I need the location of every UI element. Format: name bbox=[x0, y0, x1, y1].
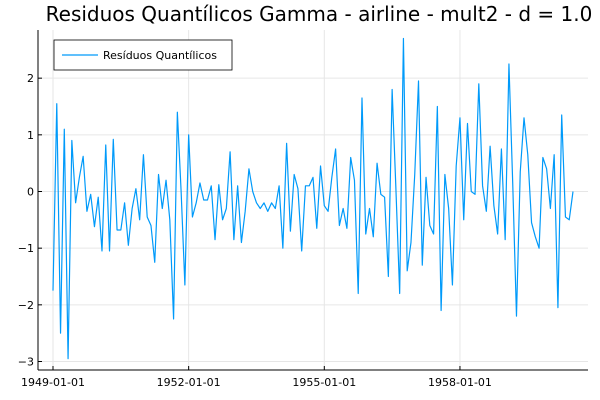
series-layer bbox=[52, 37, 574, 360]
grid bbox=[38, 30, 588, 370]
x-tick-label: 1955-01-01 bbox=[292, 376, 356, 389]
axes: 1949-01-01 1952-01-01 1955-01-01 1958-01-01… bbox=[18, 30, 588, 389]
y-tick-label: 2 bbox=[27, 72, 34, 85]
x-tick-label: 1949-01-01 bbox=[21, 376, 85, 389]
series-line bbox=[52, 37, 574, 360]
chart-title: Residuos Quantílicos Gamma - airline - m… bbox=[46, 2, 593, 26]
y-tick-label: −3 bbox=[18, 356, 34, 369]
legend-box bbox=[53, 39, 233, 71]
legend: Resíduos Quantílicos bbox=[53, 39, 233, 71]
y-tick-label: 1 bbox=[27, 129, 34, 142]
y-tick-label: −1 bbox=[18, 242, 34, 255]
x-tick-label: 1952-01-01 bbox=[157, 376, 221, 389]
x-tick-label: 1958-01-01 bbox=[428, 376, 492, 389]
legend-label: Resíduos Quantílicos bbox=[103, 49, 217, 62]
y-tick-label: −2 bbox=[18, 299, 34, 312]
y-tick-label: 0 bbox=[27, 186, 34, 199]
